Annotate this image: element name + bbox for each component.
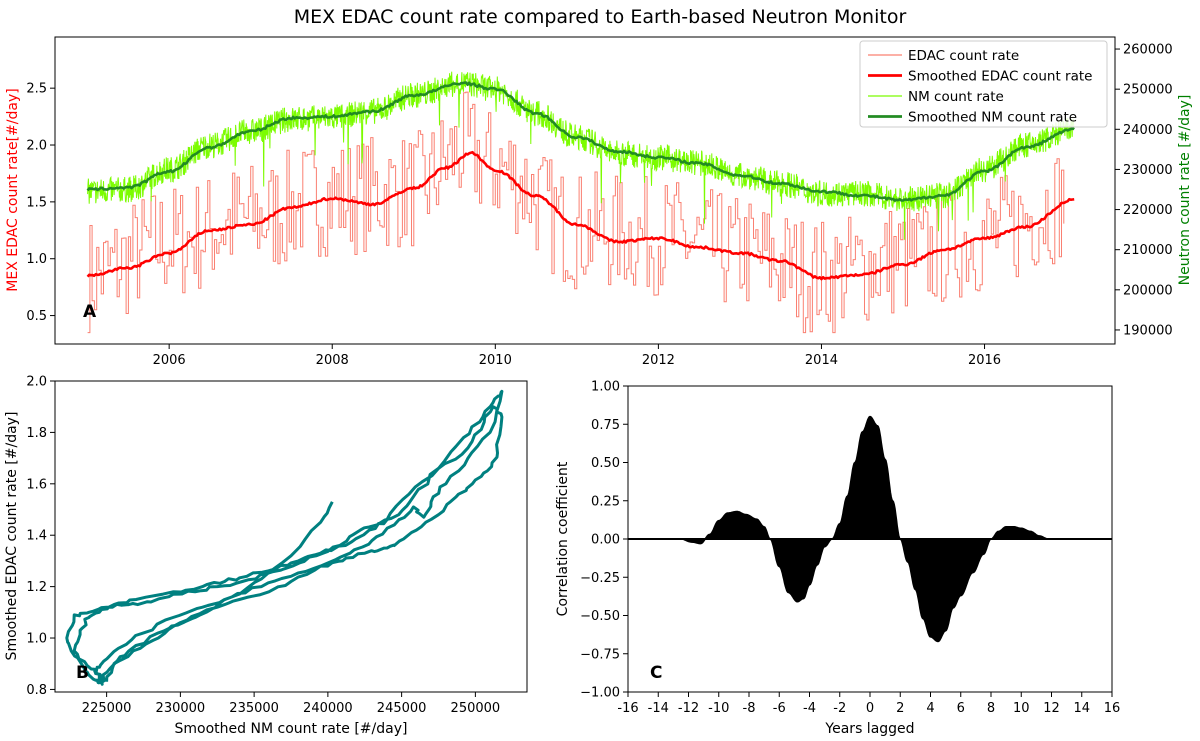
panel-c: -16 -14 -12 -10 -8 -6 -4 -2 0 2 4 6 8 10 12 14 16 −1.00−… <box>555 380 1120 738</box>
y-tick-label: 1.4 <box>26 529 47 544</box>
legend-label: EDAC count rate <box>908 48 1019 64</box>
x-tick-label: -6 <box>773 701 786 716</box>
x-tick-label: 0 <box>866 701 874 716</box>
y-tick-label: 1.00 <box>591 380 620 395</box>
y-tick-label: 0.5 <box>26 309 47 324</box>
x-tick-label: -2 <box>833 701 846 716</box>
x-tick-label: 2014 <box>805 353 838 368</box>
y-tick-label: 2.0 <box>26 375 47 390</box>
legend-label: NM count rate <box>908 89 1004 105</box>
y-tick-label: 260000 <box>1123 43 1173 58</box>
panel-b-ylabel: Smoothed EDAC count rate [#/day] <box>4 412 20 661</box>
y-tick-label: −0.25 <box>580 571 620 586</box>
y-tick-label: 0.25 <box>591 494 620 509</box>
y-tick-label: 220000 <box>1123 203 1173 218</box>
legend-label: Smoothed EDAC count rate <box>908 69 1092 85</box>
panel-b-xticks: 225000 230000 235000 240000 245000 250000 <box>82 692 500 716</box>
x-tick-label: 235000 <box>229 701 279 716</box>
y-tick-label: 210000 <box>1123 243 1173 258</box>
series-smoothed-nm <box>86 81 1075 202</box>
panel-a-legend: EDAC count rate Smoothed EDAC count rate N… <box>859 40 1108 128</box>
x-tick-label: 230000 <box>156 701 206 716</box>
y-tick-label: 230000 <box>1123 163 1173 178</box>
panel-b-letter: B <box>76 663 89 683</box>
x-tick-label: -8 <box>743 701 756 716</box>
panel-a-plot <box>86 71 1075 334</box>
x-tick-label: 2012 <box>642 353 675 368</box>
y-tick-label: 2.5 <box>26 82 47 97</box>
x-tick-label: 2010 <box>479 353 512 368</box>
figure-title: MEX EDAC count rate compared to Earth-ba… <box>294 6 907 28</box>
y-tick-label: 190000 <box>1123 323 1173 338</box>
x-tick-label: 2016 <box>968 353 1001 368</box>
panel-b-xlabel: Smoothed NM count rate [#/day] <box>175 721 408 737</box>
panel-b-frame <box>54 380 528 693</box>
y-tick-label: 1.0 <box>26 252 47 267</box>
y-tick-label: 0.50 <box>591 456 620 471</box>
x-tick-label: 225000 <box>82 701 132 716</box>
panel-a-ylabel-left: MEX EDAC count rate[#/day] <box>5 88 21 291</box>
panel-c-ylabel: Correlation coefficient <box>555 461 571 616</box>
series-smoothed-edac <box>86 150 1075 281</box>
panel-a-yticks-left: 0.5 1.0 1.5 2.0 2.5 <box>26 82 55 324</box>
y-tick-label: 1.5 <box>26 195 47 210</box>
panel-b: 225000 230000 235000 240000 245000 250000 0.8… <box>4 375 528 737</box>
series-correlation-area <box>628 416 1112 642</box>
series-correlation-line <box>628 415 1112 643</box>
x-tick-label: 245000 <box>377 701 427 716</box>
panel-a-xticks: 2006 2008 2010 2012 2014 2016 <box>153 344 1001 368</box>
panel-a-ylabel-right: Neutron count rate [#/day] <box>1177 95 1193 286</box>
panel-a-yticks-right: 190000 200000 210000 220000 230000 240000 2500… <box>1115 43 1173 338</box>
x-tick-label: 16 <box>1104 701 1121 716</box>
x-tick-label: 12 <box>1043 701 1060 716</box>
series-nm-count-rate <box>87 71 1075 240</box>
y-tick-label: 1.0 <box>26 632 47 647</box>
panel-a-frame <box>54 36 1116 345</box>
panel-b-yticks: 0.8 1.0 1.2 1.4 1.6 1.8 2.0 <box>26 375 55 698</box>
panel-c-plot <box>628 415 1112 643</box>
y-tick-label: 1.6 <box>26 477 47 492</box>
legend-frame <box>859 40 1108 128</box>
panel-c-yticks: −1.00 −0.75 −0.50 −0.25 0.00 0.25 0.50 0.75 1.00 <box>580 380 628 701</box>
x-tick-label: 14 <box>1073 701 1090 716</box>
x-tick-label: 6 <box>957 701 965 716</box>
y-tick-label: 0.8 <box>26 683 47 698</box>
y-tick-label: 250000 <box>1123 83 1173 98</box>
x-tick-label: -12 <box>678 701 699 716</box>
y-tick-label: 0.00 <box>591 533 620 548</box>
panel-c-xlabel: Years lagged <box>824 721 914 737</box>
series-phase-loop <box>65 389 504 686</box>
panel-c-xticks: -16 -14 -12 -10 -8 -6 -4 -2 0 2 4 6 8 10 12 14 16 <box>617 692 1120 716</box>
y-tick-label: −0.50 <box>580 609 620 624</box>
x-tick-label: -14 <box>648 701 669 716</box>
x-tick-label: 2006 <box>153 353 186 368</box>
y-tick-label: −1.00 <box>580 686 620 701</box>
x-tick-label: -10 <box>708 701 729 716</box>
x-tick-label: -16 <box>617 701 638 716</box>
panel-b-plot <box>65 389 504 686</box>
x-tick-label: 2 <box>896 701 904 716</box>
x-tick-label: 10 <box>1013 701 1030 716</box>
x-tick-label: 240000 <box>303 701 353 716</box>
x-tick-label: 8 <box>987 701 995 716</box>
y-tick-label: 240000 <box>1123 123 1173 138</box>
x-tick-label: 250000 <box>451 701 501 716</box>
x-tick-label: -4 <box>803 701 816 716</box>
y-tick-label: −0.75 <box>580 647 620 662</box>
panel-a-letter: A <box>83 302 97 322</box>
legend-items: EDAC count rate Smoothed EDAC count rate N… <box>868 48 1092 126</box>
y-tick-label: 2.0 <box>26 139 47 154</box>
legend-label: Smoothed NM count rate <box>908 110 1077 126</box>
y-tick-label: 200000 <box>1123 283 1173 298</box>
x-tick-label: 2008 <box>316 353 349 368</box>
y-tick-label: 1.8 <box>26 426 47 441</box>
series-edac-count-rate <box>87 91 1065 334</box>
x-tick-label: 4 <box>926 701 934 716</box>
y-tick-label: 1.2 <box>26 580 47 595</box>
panel-a: 2006 2008 2010 2012 2014 2016 0.5 1.0 1.5 2.0 2.5… <box>5 36 1193 368</box>
y-tick-label: 0.75 <box>591 418 620 433</box>
panel-c-letter: C <box>650 663 662 683</box>
